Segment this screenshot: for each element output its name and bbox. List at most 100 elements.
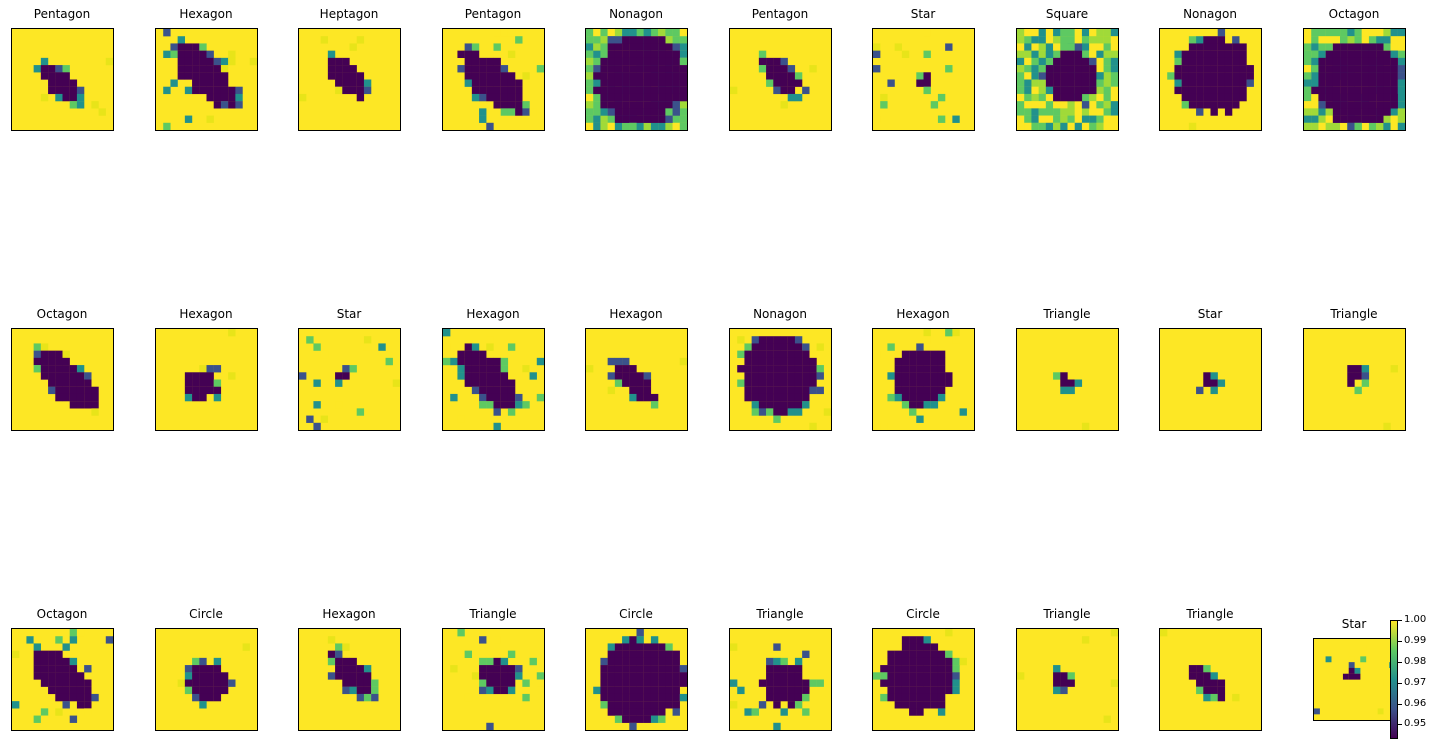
heatmap-cell: [1196, 50, 1204, 59]
heatmap-cell: [636, 386, 644, 395]
heatmap-cell: [1311, 86, 1319, 95]
heatmap-cell: [1368, 101, 1377, 109]
heatmap-cell: [356, 672, 365, 680]
heatmap-cell: [184, 65, 193, 73]
heatmap-cell: [199, 50, 207, 59]
heatmap-cell: [220, 93, 229, 102]
heatmap-cell: [794, 93, 803, 102]
heatmap-cell: [33, 636, 42, 644]
heatmap-cell: [665, 122, 673, 130]
heatmap-cell: [1053, 86, 1061, 95]
heatmap-cell: [730, 86, 738, 95]
heatmap-cell: [220, 57, 229, 66]
heatmap-cell: [335, 372, 343, 380]
heatmap-cell: [1096, 72, 1104, 80]
heatmap-cell: [773, 372, 781, 380]
heatmap-cell: [40, 665, 49, 673]
heatmap-cell: [923, 701, 931, 709]
heatmap-cell: [901, 636, 910, 644]
heatmap-cell: [500, 386, 509, 395]
heatmap-cell: [1361, 43, 1370, 51]
heatmap-cell: [650, 701, 659, 709]
heatmap-cell: [744, 379, 752, 387]
heatmap-cell: [593, 86, 601, 95]
heatmap-cell: [679, 36, 687, 44]
heatmap-cell: [507, 408, 516, 416]
heatmap-cell: [220, 79, 229, 87]
heatmap-cell: [758, 50, 767, 59]
heatmap-cell: [1017, 115, 1025, 123]
heatmap-cell: [48, 86, 56, 95]
heatmap-cell: [335, 79, 343, 87]
heatmap-cell: [802, 679, 810, 687]
heatmap-cell: [228, 93, 236, 102]
heatmap-cell: [1383, 29, 1391, 37]
heatmap-cell: [192, 386, 200, 395]
heatmap-cell: [600, 93, 608, 102]
heatmap-cell: [894, 686, 903, 695]
heatmap-cell: [1024, 65, 1032, 73]
heatmap-cell: [1397, 57, 1405, 66]
heatmap-cell: [758, 336, 767, 344]
heatmap-cell: [1354, 29, 1362, 37]
heatmap-cell: [1038, 57, 1047, 66]
heatmap-cell: [607, 372, 616, 380]
heatmap-cell: [493, 636, 501, 644]
heatmap-cell: [1397, 50, 1405, 59]
heatmap-cell: [342, 643, 350, 651]
heatmap-cell: [1196, 93, 1204, 102]
heatmap-cell: [1210, 372, 1218, 380]
heatmap-image: [1160, 629, 1240, 702]
heatmap-cell: [1038, 108, 1047, 116]
heatmap-cell: [206, 57, 214, 66]
heatmap-cell: [62, 350, 70, 359]
heatmap-cell: [1067, 29, 1075, 37]
heatmap-cell: [493, 401, 501, 409]
heatmap-cell: [643, 393, 652, 402]
heatmap-cell: [1390, 86, 1398, 95]
heatmap-cell: [607, 86, 616, 95]
heatmap-cell: [1383, 43, 1391, 51]
heatmap-cell: [1340, 86, 1348, 95]
heatmap-cell: [600, 29, 608, 37]
heatmap-panel: [1159, 628, 1262, 731]
heatmap-cell: [916, 693, 924, 702]
heatmap-cell: [1360, 656, 1367, 663]
heatmap-cell: [650, 50, 659, 59]
heatmap-cell: [1074, 93, 1083, 102]
heatmap-cell: [1103, 86, 1111, 95]
heatmap-cell: [1074, 79, 1083, 87]
heatmap-cell: [787, 93, 796, 102]
heatmap-cell: [952, 665, 960, 673]
heatmap-panel: [1016, 628, 1119, 731]
heatmap-cell: [192, 379, 200, 387]
heatmap-cell: [184, 686, 193, 695]
heatmap-cell: [1397, 115, 1405, 123]
heatmap-cell: [629, 715, 637, 723]
heatmap-cell: [335, 650, 343, 659]
heatmap-cell: [184, 665, 193, 673]
heatmap-cell: [1361, 115, 1370, 123]
heatmap-cell: [342, 679, 350, 687]
heatmap-cell: [342, 665, 350, 673]
heatmap-cell: [758, 401, 767, 409]
heatmap-cell: [887, 393, 895, 402]
heatmap-cell: [672, 657, 680, 666]
heatmap-cell: [1067, 43, 1075, 51]
heatmap-cell: [177, 679, 186, 687]
heatmap-cell: [335, 672, 343, 680]
heatmap-cell: [515, 393, 523, 402]
heatmap-cell: [1174, 72, 1182, 80]
heatmap-cell: [1174, 50, 1182, 59]
heatmap-cell: [1368, 36, 1377, 44]
heatmap-cell: [730, 643, 738, 651]
heatmap-cell: [1210, 679, 1218, 687]
heatmap-cell: [62, 93, 70, 102]
heatmap-cell: [1311, 43, 1319, 51]
heatmap-cell: [486, 372, 494, 380]
heatmap-cell: [1217, 29, 1226, 37]
heatmap-cell: [536, 672, 544, 680]
heatmap-cell: [780, 393, 788, 402]
heatmap-cell: [586, 65, 594, 73]
heatmap-cell: [780, 693, 788, 702]
